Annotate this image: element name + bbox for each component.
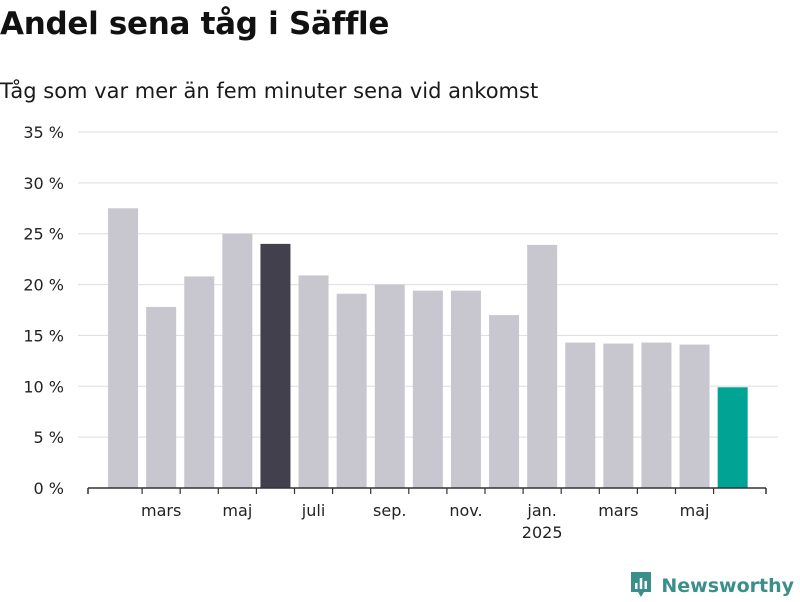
chart-title: Andel sena tåg i Säffle	[0, 6, 390, 42]
bar	[603, 343, 634, 488]
x-tick-label: mars	[141, 501, 181, 520]
bar	[298, 275, 329, 488]
bar	[450, 290, 481, 488]
bar	[222, 233, 253, 488]
bar	[374, 284, 405, 488]
bar	[489, 315, 520, 488]
bar	[679, 344, 710, 488]
newsworthy-logo-icon	[629, 570, 653, 602]
bar	[184, 276, 215, 488]
x-tick-label: jan.	[526, 501, 556, 520]
y-tick-label: 35 %	[23, 123, 64, 142]
bar	[527, 244, 558, 488]
x-tick-year-label: 2025	[522, 523, 563, 542]
bar	[336, 293, 367, 488]
x-tick-label: maj	[222, 501, 252, 520]
x-tick-label: mars	[598, 501, 638, 520]
bar	[146, 306, 177, 488]
y-tick-label: 0 %	[34, 479, 64, 498]
x-tick-label: sep.	[373, 501, 406, 520]
y-tick-label: 30 %	[23, 174, 64, 193]
y-tick-label: 15 %	[23, 326, 64, 345]
bar	[108, 208, 139, 489]
bar-chart: 0 % 5 % 10 % 15 % 20 % 25 % 30 % 35 % mars maj jul…	[23, 123, 778, 542]
y-tick-label: 5 %	[34, 428, 64, 447]
newsworthy-logo-text: Newsworthy	[661, 575, 794, 597]
chart-subtitle: Tåg som var mer än fem minuter sena vid …	[0, 79, 539, 103]
y-tick-label: 10 %	[23, 377, 64, 396]
y-tick-label: 20 %	[23, 276, 64, 295]
bar	[641, 342, 672, 488]
bar	[717, 387, 748, 488]
bar	[260, 243, 291, 488]
bar	[412, 290, 443, 488]
x-tick-label: juli	[301, 501, 325, 520]
newsworthy-logo: Newsworthy	[629, 570, 794, 602]
y-tick-label: 25 %	[23, 225, 64, 244]
x-tick-label: nov.	[449, 501, 482, 520]
bar	[565, 342, 596, 488]
x-tick-label: maj	[680, 501, 710, 520]
